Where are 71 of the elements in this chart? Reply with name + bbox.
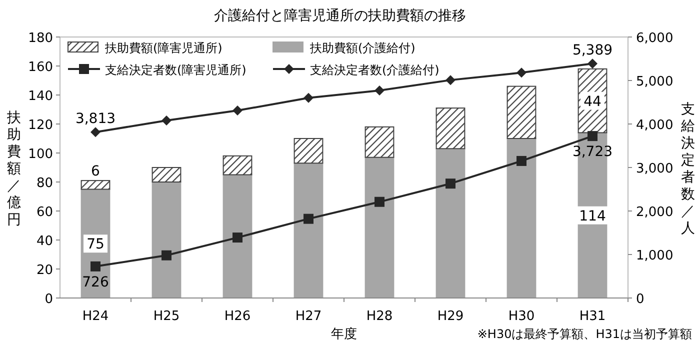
point — [374, 196, 384, 207]
bar — [506, 86, 536, 139]
bar — [436, 148, 466, 298]
data-label: 3,723 — [572, 144, 613, 160]
data-label: 5,389 — [572, 42, 613, 59]
x-tick-label: H30 — [508, 309, 535, 324]
x-tick-label: H28 — [366, 309, 393, 324]
bar — [506, 138, 536, 298]
bar — [436, 108, 466, 150]
y-tick-label: 20 — [36, 263, 53, 278]
x-tick-label: H31 — [579, 309, 606, 324]
point — [232, 232, 242, 243]
point — [446, 178, 456, 189]
y-tick-label: 80 — [36, 176, 53, 191]
y2-tick-label: 1,000 — [636, 248, 674, 264]
y2-tick-label: 0 — [636, 292, 644, 307]
bar — [80, 180, 110, 190]
bar — [222, 174, 252, 298]
point — [446, 75, 456, 86]
legend-label: 支給決定者数(介護給付) — [310, 63, 440, 77]
y2-tick-label: 4,000 — [636, 118, 674, 133]
y2-axis-title: 支給決定者数／人 — [680, 102, 695, 236]
y-tick-label: 140 — [28, 89, 53, 104]
y-tick-label: 0 — [44, 292, 53, 307]
point — [516, 68, 526, 78]
x-axis-title: 年度 — [331, 326, 357, 342]
x-tick-label: H27 — [295, 309, 322, 324]
bar — [152, 182, 182, 298]
text: ※H30は最終予算額、H31は当初予算額 — [477, 327, 692, 341]
x-tick-label: H29 — [437, 309, 464, 324]
x-tick-label: H26 — [224, 309, 251, 324]
y2-tick-label: 5,000 — [636, 74, 674, 90]
point — [304, 214, 314, 224]
point — [90, 127, 100, 138]
point — [374, 86, 384, 96]
point — [90, 261, 100, 272]
point — [588, 131, 598, 142]
data-label: 3,813 — [75, 111, 116, 128]
bar — [294, 138, 324, 164]
bar — [364, 126, 394, 158]
bar — [152, 167, 182, 182]
y-tick-label: 180 — [28, 31, 53, 46]
y2-tick-label: 2,000 — [636, 205, 674, 220]
x-tick-label: H24 — [82, 309, 109, 324]
y-tick-label: 100 — [28, 147, 53, 162]
legend-label: 扶助費額(障害児通所) — [104, 41, 222, 55]
y-axis-title: 扶助費額／億円 — [6, 110, 21, 228]
legend-label: 支給決定者数(障害児通所) — [105, 63, 246, 77]
data-label: 44 — [584, 94, 602, 110]
point — [162, 116, 172, 126]
point — [516, 156, 526, 166]
data-label: 726 — [82, 274, 109, 290]
y-tick-label: 160 — [28, 60, 53, 75]
y-tick-label: 60 — [36, 205, 53, 220]
point — [232, 106, 242, 116]
legend-label: 扶助費額(介護給付) — [309, 41, 416, 55]
point — [588, 58, 598, 69]
y2-tick-label: 3,000 — [636, 162, 674, 176]
y-tick-label: 40 — [36, 234, 53, 249]
chart-title: 介護給付と障害児通所の扶助費額の推移 — [214, 8, 466, 24]
data-label: 75 — [86, 236, 104, 253]
data-label: 114 — [579, 208, 606, 224]
y2-tick-label: 6,000 — [636, 31, 674, 46]
point — [162, 250, 172, 260]
point — [304, 92, 314, 103]
bar — [222, 155, 252, 176]
bar — [364, 156, 394, 298]
data-label: 6 — [91, 164, 100, 180]
x-tick-label: H25 — [153, 309, 180, 324]
y-tick-label: 120 — [28, 118, 53, 133]
bar — [294, 162, 324, 298]
